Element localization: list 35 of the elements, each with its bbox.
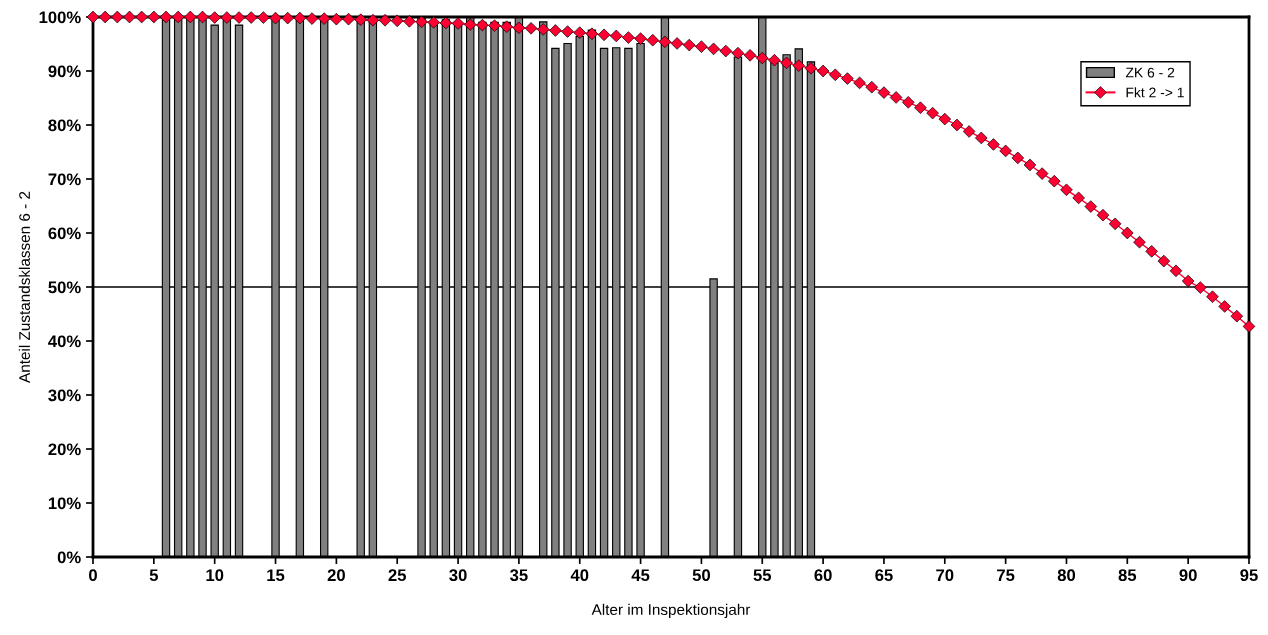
y-tick-label: 100% [39,11,81,24]
x-tick-label: 55 [753,569,772,582]
y-tick-label: 20% [48,443,81,456]
x-tick-label: 15 [267,569,285,582]
y-tick-label: 30% [48,389,81,402]
x-tick-label: 0 [89,569,97,582]
y-tick-label: 0% [57,551,81,564]
x-tick-label: 35 [510,569,528,582]
x-tick-label: 20 [327,569,345,582]
y-tick-label: 80% [48,119,81,132]
y-tick-label: 60% [48,227,81,240]
x-tick-label: 60 [814,569,832,582]
y-tick-label: 50% [48,281,81,294]
x-tick-label: 65 [875,569,893,582]
x-tick-label: 5 [149,569,159,582]
x-tick-label: 70 [936,569,954,582]
x-tick-label: 45 [631,569,650,582]
x-tick-label: 50 [692,569,711,582]
x-tick-label: 10 [206,569,224,582]
x-tick-label: 25 [388,569,407,582]
x-tick-label: 80 [1057,569,1076,582]
y-tick-label: 10% [48,497,81,510]
x-tick-label: 30 [449,569,467,582]
x-tick-label: 75 [997,569,1015,582]
y-axis-title: Anteil Zustandsklassen 6 - 2 [18,191,30,383]
y-tick-label: 70% [48,173,81,186]
legend-label: ZK 6 - 2 [1125,67,1175,78]
y-tick-label: 40% [48,335,81,348]
x-axis-title: Alter im Inspektionsjahr [591,603,751,619]
x-tick-label: 85 [1118,569,1137,582]
x-tick-label: 95 [1240,569,1258,582]
y-tick-label: 90% [48,65,81,78]
x-tick-label: 40 [570,569,589,582]
x-tick-label: 90 [1179,569,1197,582]
legend-label: Fkt 2 -> 1 [1126,87,1184,98]
